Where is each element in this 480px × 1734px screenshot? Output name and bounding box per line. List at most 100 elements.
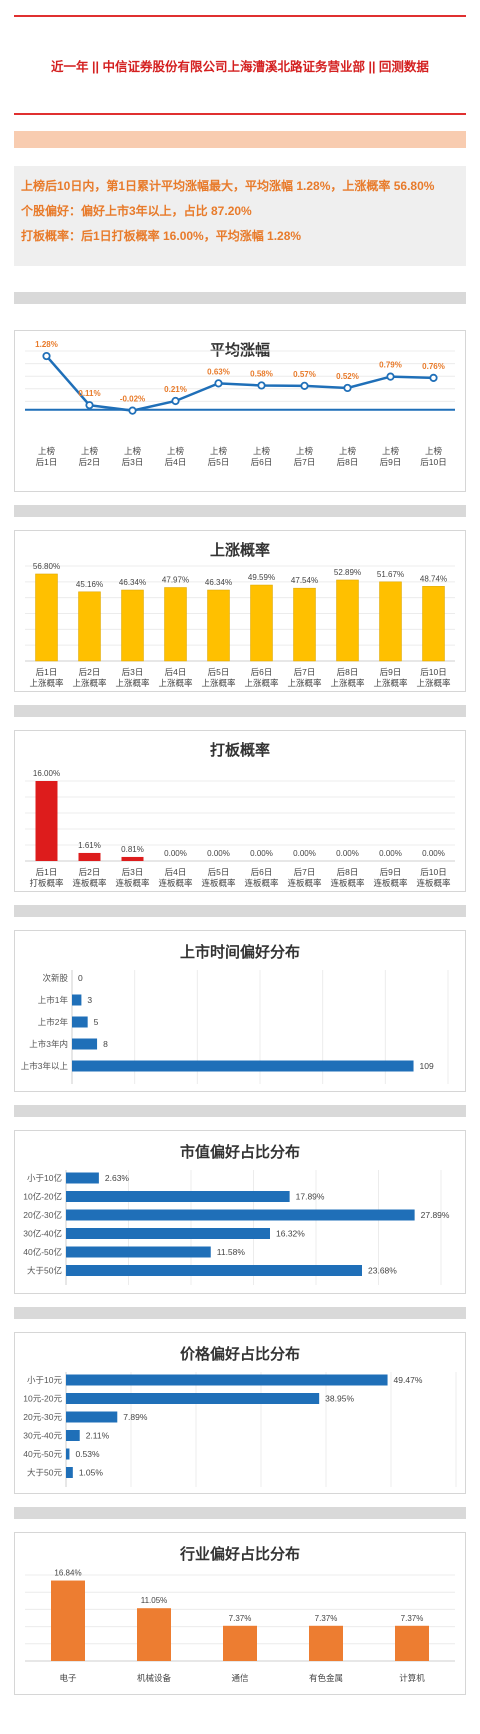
category-label: 大于50元	[27, 1468, 62, 1478]
data-label: 48.74%	[420, 574, 447, 583]
category-label: 后2日	[79, 457, 101, 467]
category-label: 后7日	[294, 457, 316, 467]
category-label: 上涨概率	[201, 678, 236, 688]
category-label: 后10日	[420, 457, 446, 467]
page-title: 近一年 || 中信证券股份有限公司上海漕溪北路证务营业部 || 回测数据	[51, 60, 429, 74]
category-label: 后1日	[36, 457, 58, 467]
bar	[164, 587, 187, 662]
category-label: 后3日	[122, 867, 144, 877]
category-label: 上涨概率	[115, 678, 150, 688]
category-label: 后6日	[251, 867, 273, 877]
data-label: 16.32%	[276, 1229, 305, 1239]
bar	[72, 1016, 88, 1028]
section-separator	[14, 292, 466, 304]
limit-up-chart-panel: 打板概率 16.00% 1.61% 0.81% 0.00% 0.00% 0.00% 0.00…	[14, 730, 466, 892]
category-label: 小于10亿	[27, 1173, 62, 1183]
bar	[309, 1625, 343, 1661]
category-label: 后4日	[165, 457, 187, 467]
category-label: 10元-20元	[23, 1394, 62, 1404]
data-label: 27.89%	[421, 1210, 450, 1220]
category-label: 连板概率	[72, 878, 107, 888]
market-cap-bar-chart: 小于10亿 2.63% 10亿-20亿 17.89% 20亿-30亿 27.89% 30亿-…	[23, 1170, 450, 1285]
category-label: 上涨概率	[158, 678, 193, 688]
category-label: 上榜	[167, 446, 185, 456]
category-label: 上涨概率	[373, 678, 408, 688]
category-label: 上榜	[38, 446, 56, 456]
bar	[35, 781, 58, 861]
data-label: 0.00%	[164, 849, 187, 858]
category-label: 连板概率	[330, 878, 365, 888]
data-label: 3	[87, 995, 92, 1005]
section-separator	[14, 1507, 466, 1519]
summary-line-1: 上榜后10日内，第1日累计平均涨幅最大，平均涨幅 1.28%，上涨概率 56.8…	[21, 179, 435, 193]
data-label: 0.76%	[422, 362, 445, 371]
data-label: 0.52%	[336, 372, 359, 381]
market-cap-chart-panel: 市值偏好占比分布 小于10亿 2.63% 10亿-20亿 17.89% 20亿-30亿 2…	[14, 1130, 466, 1294]
category-label: 连板概率	[115, 878, 150, 888]
category-label: 连板概率	[416, 878, 451, 888]
chart-title: 价格偏好占比分布	[179, 1346, 300, 1363]
bar	[66, 1374, 388, 1386]
industry-bar-chart: 16.84% 电子 11.05% 机械设备 7.37% 通信 7.37% 有色金属 7.37% 计…	[25, 1569, 455, 1683]
category-label: 后3日	[122, 667, 144, 677]
category-label: 通信	[231, 1673, 249, 1683]
category-label: 后8日	[337, 867, 359, 877]
data-point	[171, 396, 180, 406]
bar	[66, 1467, 73, 1478]
category-label: 有色金属	[309, 1673, 343, 1683]
category-label: 后3日	[122, 457, 144, 467]
bar	[395, 1625, 429, 1661]
data-label: 0.11%	[78, 389, 100, 398]
category-label: 10亿-20亿	[23, 1192, 62, 1202]
bar	[66, 1228, 270, 1239]
data-label: 17.89%	[296, 1192, 325, 1202]
category-label: 上榜	[382, 446, 400, 456]
category-label: 上榜	[210, 446, 228, 456]
data-point	[257, 381, 266, 390]
highlight-band	[14, 131, 466, 148]
category-label: 40元-50元	[23, 1449, 62, 1459]
category-label: 后4日	[165, 667, 187, 677]
category-label: 后2日	[79, 667, 101, 677]
category-label: 连板概率	[201, 878, 236, 888]
section-separator	[14, 1307, 466, 1319]
data-label: 0.00%	[422, 849, 445, 858]
bar	[293, 587, 316, 662]
bar	[121, 589, 144, 662]
category-label: 20元-30元	[23, 1412, 62, 1422]
data-label: -0.02%	[120, 395, 145, 404]
data-label: 0.00%	[336, 849, 359, 858]
bar	[250, 584, 273, 662]
category-label: 20亿-30亿	[23, 1210, 62, 1220]
category-label: 计算机	[399, 1673, 425, 1683]
category-label: 后7日	[294, 867, 316, 877]
data-label: 16.00%	[33, 769, 60, 778]
category-label: 后1日	[36, 867, 58, 877]
data-label: 7.37%	[401, 1614, 424, 1623]
data-label: 1.28%	[35, 340, 58, 349]
bar	[121, 856, 144, 861]
category-label: 后5日	[208, 667, 230, 677]
bar	[66, 1265, 362, 1276]
rise-probability-bar-chart: 56.80% 45.16% 46.34% 47.97% 46.34% 49.59% 47.5…	[25, 562, 455, 688]
summary-line-2: 个股偏好：偏好上市3年以上，占比 87.20%	[21, 204, 252, 218]
data-point	[128, 406, 137, 415]
category-label: 小于10元	[27, 1375, 62, 1385]
data-label: 49.47%	[394, 1375, 423, 1385]
data-label: 0.58%	[250, 369, 273, 378]
category-label: 后6日	[251, 667, 273, 677]
avg-gain-chart-panel: 平均涨幅 1.28% 0.11% -0.02% 0.21% 0.63% 0.58% 0.57…	[14, 330, 466, 492]
category-label: 后9日	[380, 867, 402, 877]
category-label: 上榜	[339, 446, 357, 456]
data-label: 52.89%	[334, 568, 361, 577]
category-label: 后6日	[251, 457, 273, 467]
category-label: 40亿-50亿	[23, 1247, 62, 1257]
data-label: 1.61%	[78, 841, 101, 850]
section-separator	[14, 905, 466, 917]
listing-time-bar-chart: 次新股 0 上市1年 3 上市2年 5 上市3年内 8 上市3年以上 109	[21, 970, 449, 1084]
data-label: 0.00%	[207, 849, 230, 858]
data-point	[85, 401, 94, 410]
data-label: 0.81%	[121, 845, 144, 854]
price-bar-chart: 小于10元 49.47% 10元-20元 38.95% 20元-30元 7.89% 30元-…	[23, 1372, 457, 1487]
data-label: 0.79%	[379, 361, 402, 370]
